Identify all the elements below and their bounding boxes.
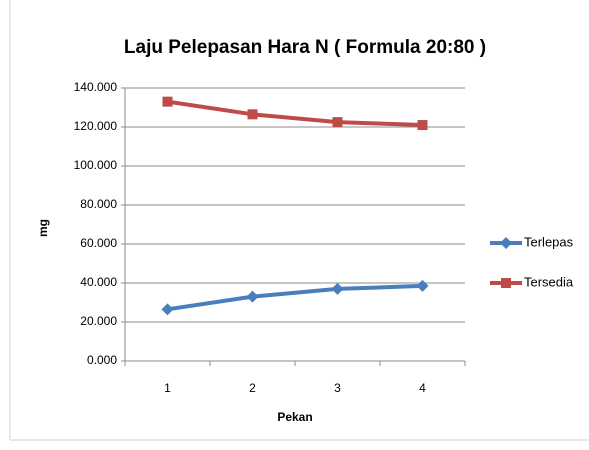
x-axis-label: Pekan <box>277 410 312 424</box>
x-tick-label: 1 <box>164 381 171 395</box>
marker <box>331 282 344 295</box>
y-axis-label: mg <box>36 219 50 237</box>
marker <box>161 303 174 316</box>
x-tick-label: 3 <box>334 381 341 395</box>
legend-label: Tersedia <box>524 274 574 289</box>
y-tick-label: 100.000 <box>74 158 118 172</box>
y-tick-label: 0.000 <box>87 353 117 367</box>
series-line <box>167 283 423 312</box>
marker <box>246 290 259 303</box>
y-tick-label: 60.000 <box>80 236 117 250</box>
y-tick-label: 120.000 <box>74 119 118 133</box>
marker <box>416 279 429 292</box>
marker <box>247 109 258 120</box>
marker <box>417 120 428 131</box>
legend-label: Terlepas <box>524 234 574 249</box>
x-tick-label: 2 <box>249 381 256 395</box>
y-tick-label: 80.000 <box>80 197 117 211</box>
marker <box>162 96 173 107</box>
marker <box>332 117 343 128</box>
series-line <box>167 99 423 128</box>
x-tick-label: 4 <box>419 381 426 395</box>
marker <box>500 237 512 249</box>
chart-title: Laju Pelepasan Hara N ( Formula 20:80 ) <box>124 37 486 58</box>
y-tick-label: 20.000 <box>80 314 117 328</box>
y-tick-label: 40.000 <box>80 275 117 289</box>
marker <box>501 278 511 288</box>
y-tick-label: 140.000 <box>74 80 118 94</box>
